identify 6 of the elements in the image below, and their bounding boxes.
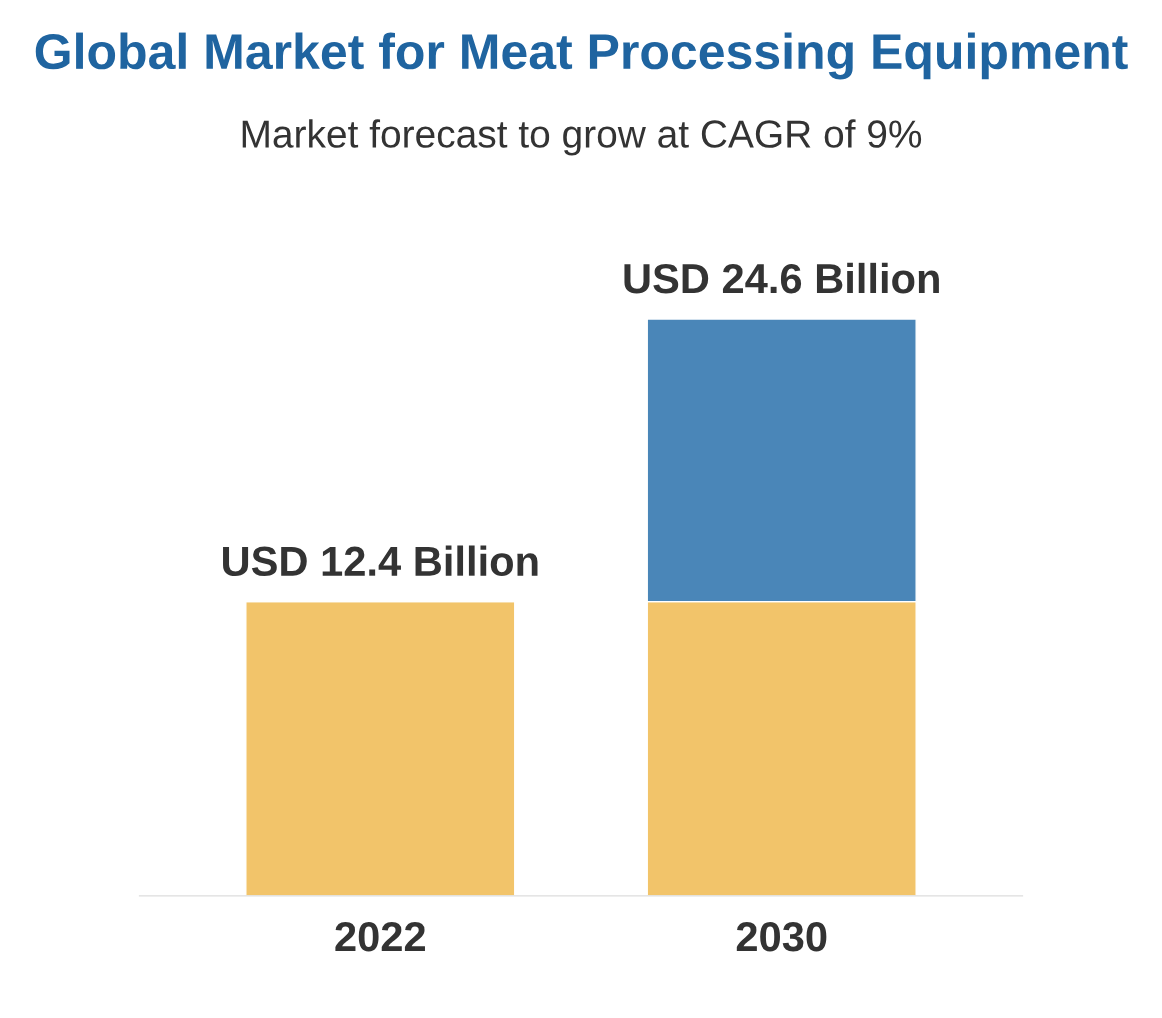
chart-title: Global Market for Meat Processing Equipment (35, 32, 1128, 80)
total-label: USD 24.6 Billion (624, 262, 939, 294)
total-label: USD 12.4 Billion (223, 545, 538, 577)
x-tick-label: 2030 (736, 921, 827, 952)
x-tick-label: 2022 (335, 921, 425, 952)
chart-subtitle: Market forecast to grow at CAGR of 9% (242, 119, 922, 156)
